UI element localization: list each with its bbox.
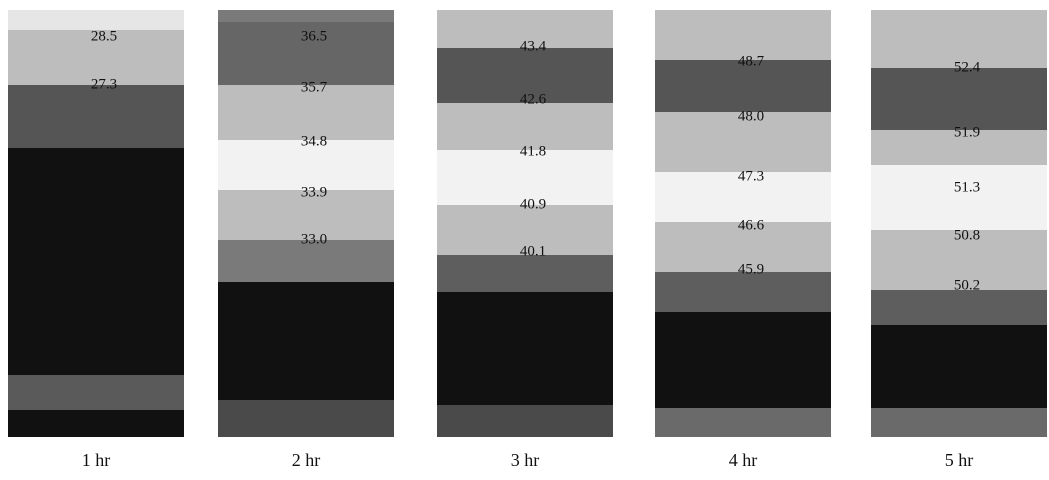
band-value: 46.6 [738, 217, 765, 233]
band-value: 33.9 [301, 184, 327, 200]
gel-band [218, 10, 394, 22]
gel-band [655, 272, 831, 312]
gel-band [218, 400, 394, 437]
gel-band [437, 292, 613, 405]
panel-label: 4 hr [729, 450, 758, 470]
band-value: 48.0 [738, 108, 764, 124]
gel-band [871, 408, 1047, 437]
gel-band [871, 165, 1047, 230]
gel-band [655, 408, 831, 437]
band-value: 27.3 [91, 76, 117, 92]
band-value: 51.3 [954, 179, 980, 195]
band-value: 33.0 [301, 231, 327, 247]
gel-band [8, 375, 184, 410]
band-value: 28.5 [91, 28, 117, 44]
gel-band [8, 85, 184, 148]
band-value: 35.7 [301, 79, 328, 95]
band-value: 47.3 [738, 168, 764, 184]
band-value: 40.1 [520, 243, 546, 259]
panel-label: 3 hr [511, 450, 540, 470]
band-value: 42.6 [520, 91, 547, 107]
panel-label: 1 hr [82, 450, 111, 470]
gel-band [871, 290, 1047, 325]
band-value: 52.4 [954, 59, 981, 75]
gel-band [437, 405, 613, 437]
figure: 28.5 27.3 1 hr 36.5 35.7 34.8 33.9 33.0 2 hr 43.4… [0, 0, 1049, 475]
panel-label: 2 hr [292, 450, 321, 470]
gel-band [8, 148, 184, 375]
gel-band [871, 325, 1047, 408]
band-value: 40.9 [520, 196, 546, 212]
gel-band [8, 10, 184, 30]
band-value: 48.7 [738, 53, 765, 69]
band-value: 34.8 [301, 133, 327, 149]
band-value: 50.8 [954, 227, 980, 243]
gel-band [871, 68, 1047, 130]
page: 28.5 27.3 1 hr 36.5 35.7 34.8 33.9 33.0 2 hr 43.4… [0, 0, 1049, 475]
band-value: 51.9 [954, 124, 980, 140]
band-value: 41.8 [520, 143, 546, 159]
gel-band [218, 282, 394, 400]
gel-band [437, 255, 613, 292]
gel-band [8, 410, 184, 437]
band-value: 45.9 [738, 261, 764, 277]
band-value: 36.5 [301, 28, 327, 44]
gel-band [655, 312, 831, 408]
band-value: 43.4 [520, 38, 547, 54]
panel-label: 5 hr [945, 450, 974, 470]
band-value: 50.2 [954, 277, 980, 293]
